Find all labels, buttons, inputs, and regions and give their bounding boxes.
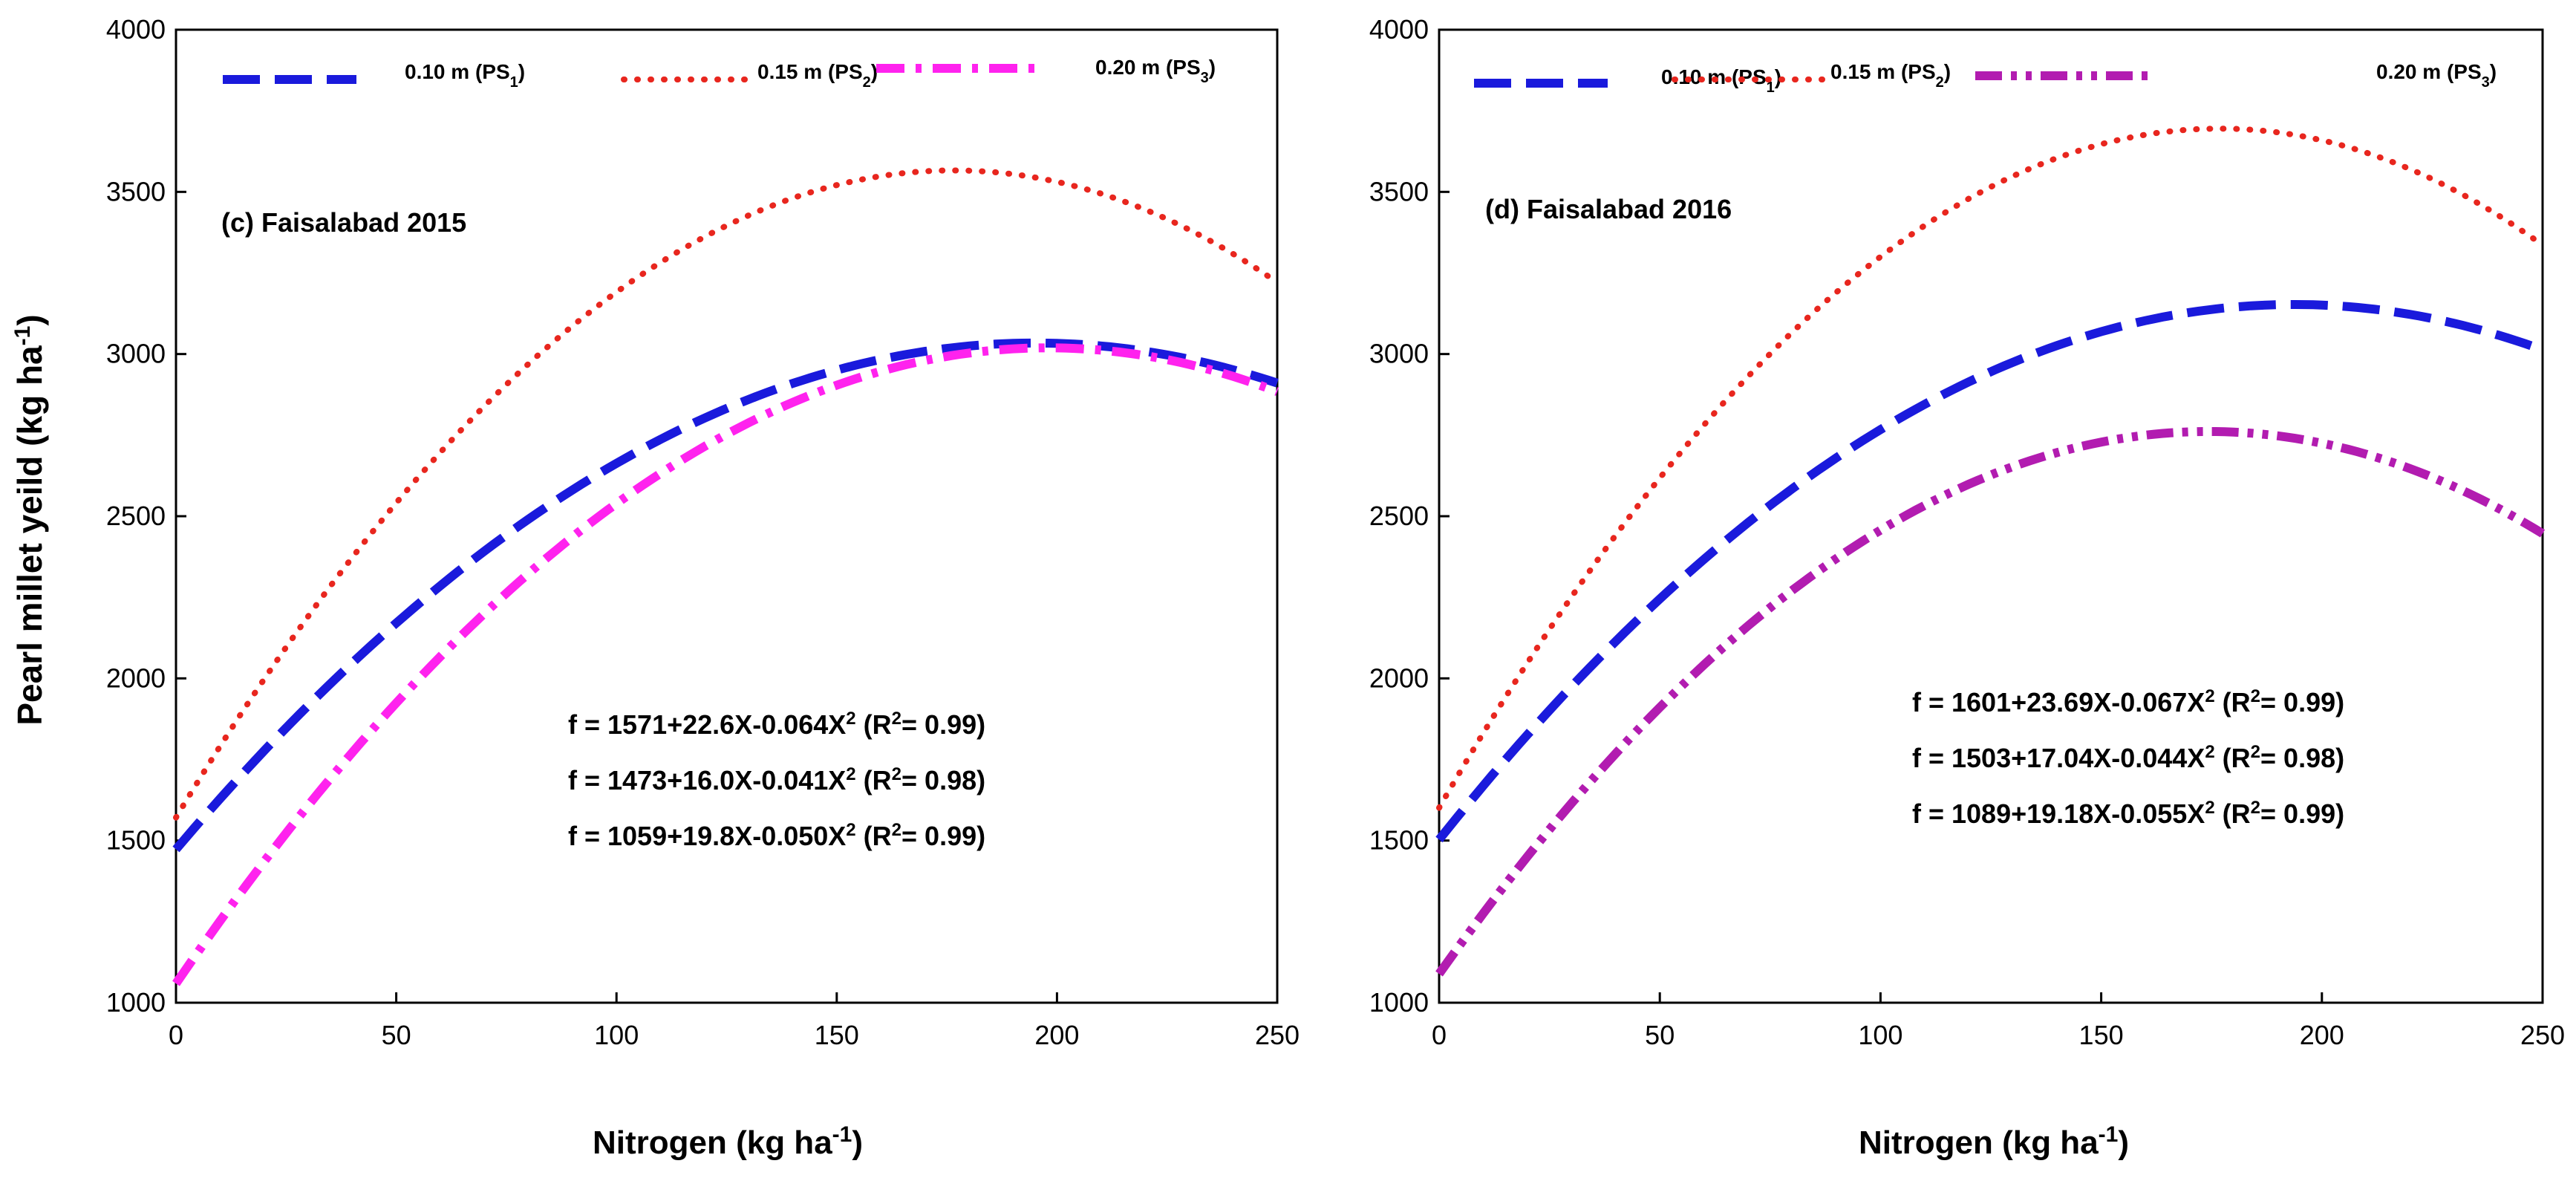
legend-label-ps2: 0.15 m (PS2) — [1830, 60, 1951, 91]
chart-panel-d: 1000 1500 2000 2500 3000 3500 4000 0 50 100 150 20… — [1369, 14, 2565, 1161]
x-tick-label: 100 — [594, 1020, 639, 1050]
y-tick-label: 3000 — [1369, 339, 1429, 369]
equation-1: f = 1601+23.69X-0.067X2 (R2= 0.99) — [1912, 686, 2344, 718]
x-tick-label: 50 — [382, 1020, 411, 1050]
y-tick-label: 2000 — [1369, 663, 1429, 693]
y-tick-label: 1000 — [106, 987, 166, 1018]
x-axis-label: Nitrogen (kg ha-1) — [593, 1122, 863, 1162]
equation-2: f = 1503+17.04X-0.044X2 (R2= 0.98) — [1912, 742, 2344, 774]
series-group — [1435, 126, 2546, 977]
equation-3: f = 1089+19.18X-0.055X2 (R2= 0.99) — [1912, 798, 2344, 830]
y-tick-label: 3500 — [106, 176, 166, 206]
y-tick-label: 1500 — [1369, 825, 1429, 856]
x-tick-label: 200 — [1034, 1020, 1079, 1050]
legend-label-ps1: 0.10 m (PS1) — [1661, 65, 1781, 96]
chart-panel-c: 1000 1500 2000 2500 3000 3500 4000 0 50 100 150 20… — [106, 14, 1300, 1161]
legend: 0.10 m (PS1) 0.15 m (PS2) 0.20 m (PS3) — [223, 56, 1216, 91]
y-tick-label: 2000 — [106, 663, 166, 693]
x-ticks: 0 50 100 150 200 250 — [1432, 992, 2565, 1050]
x-tick-label: 0 — [169, 1020, 183, 1050]
x-axis-label: Nitrogen (kg ha-1) — [1859, 1122, 2129, 1162]
panel-title: (c) Faisalabad 2015 — [221, 207, 466, 238]
legend: 0.10 m (PS1) 0.15 m (PS2) 0.20 m (PS3) — [1474, 60, 2497, 96]
y-tick-label: 4000 — [1369, 14, 1429, 45]
equations: f = 1571+22.6X-0.064X2 (R2= 0.99) f = 14… — [568, 709, 985, 852]
legend-label-ps3: 0.20 m (PS3) — [1095, 56, 1216, 86]
series-line-ps3 — [172, 343, 1279, 986]
y-ticks: 1000 1500 2000 2500 3000 3500 4000 — [106, 14, 186, 1018]
x-tick-label: 150 — [815, 1020, 859, 1050]
y-tick-label: 3500 — [1369, 176, 1429, 206]
y-axis-label: Pearl millet yeild (kg ha-1) — [10, 314, 50, 725]
x-tick-label: 250 — [1255, 1020, 1300, 1050]
series-line-ps3 — [1435, 427, 2546, 977]
plot-frame — [175, 28, 1279, 1004]
x-tick-label: 200 — [2300, 1020, 2344, 1050]
equation-3: f = 1059+19.8X-0.050X2 (R2= 0.99) — [568, 820, 985, 852]
legend-label-ps1: 0.10 m (PS1) — [405, 60, 525, 91]
y-tick-label: 2500 — [106, 501, 166, 531]
series-line-ps1 — [1435, 300, 2545, 843]
x-tick-label: 100 — [1858, 1020, 1902, 1050]
x-ticks: 0 50 100 150 200 250 — [169, 992, 1300, 1050]
equation-1: f = 1571+22.6X-0.064X2 (R2= 0.99) — [568, 709, 985, 741]
plot-frame — [1438, 28, 2544, 1004]
x-tick-label: 250 — [2520, 1020, 2565, 1050]
x-tick-label: 150 — [2079, 1020, 2124, 1050]
legend-label-ps2: 0.15 m (PS2) — [757, 60, 878, 91]
y-tick-label: 3000 — [106, 339, 166, 369]
panel-title: (d) Faisalabad 2016 — [1485, 194, 1732, 224]
legend-label-ps3: 0.20 m (PS3) — [2376, 60, 2497, 91]
y-tick-label: 1000 — [1369, 987, 1429, 1018]
y-tick-label: 2500 — [1369, 501, 1429, 531]
y-ticks: 1000 1500 2000 2500 3000 3500 4000 — [1369, 14, 1450, 1018]
series-group — [172, 167, 1280, 986]
x-tick-label: 0 — [1432, 1020, 1447, 1050]
equation-2: f = 1473+16.0X-0.041X2 (R2= 0.98) — [568, 764, 985, 796]
x-tick-label: 50 — [1645, 1020, 1675, 1050]
series-line-ps2 — [1436, 126, 2546, 811]
series-line-ps1 — [172, 338, 1279, 853]
y-tick-label: 4000 — [106, 14, 166, 45]
equations: f = 1601+23.69X-0.067X2 (R2= 0.99) f = 1… — [1912, 686, 2344, 830]
y-tick-label: 1500 — [106, 825, 166, 856]
series-line-ps2 — [173, 167, 1280, 821]
